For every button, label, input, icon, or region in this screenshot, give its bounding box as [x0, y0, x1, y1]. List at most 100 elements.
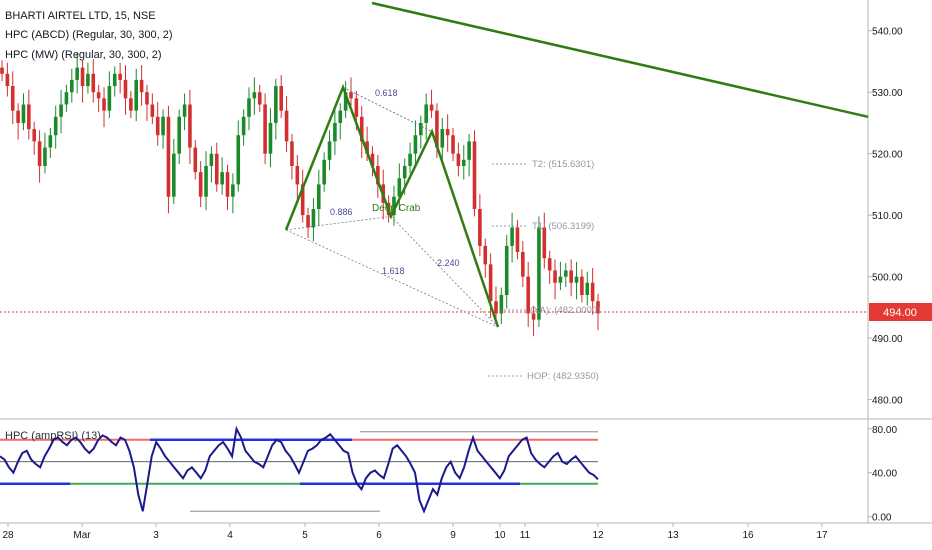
candle-body [134, 79, 139, 111]
chart-title: BHARTI AIRTEL LTD, 15, NSE [5, 10, 156, 22]
candle-body [59, 104, 63, 117]
indicator-mw-label: HPC (MW) (Regular, 30, 300, 2) [5, 49, 162, 61]
candle-body [21, 104, 26, 123]
candle-body [188, 104, 192, 148]
trend-line [371, 1, 869, 119]
candle-body [558, 276, 563, 283]
rsi-line [0, 425, 599, 514]
candle-body [43, 147, 47, 166]
candle-body [75, 67, 79, 80]
time-tick-label: 10 [494, 530, 506, 541]
target-level-label: HOP: (482.9350) [527, 371, 599, 382]
price-tick-label: 520.00 [872, 150, 903, 161]
pattern-ratio-line [285, 229, 499, 328]
candle-body [10, 86, 15, 111]
candle-body [225, 172, 230, 197]
candle-body [53, 116, 58, 136]
candle-body [300, 184, 305, 216]
candle-body [295, 165, 300, 185]
candle-body [247, 98, 251, 117]
candle-body [542, 227, 547, 259]
candle-body [268, 122, 273, 154]
time-tick-label: 9 [450, 530, 456, 541]
candle-body [467, 141, 471, 160]
candle-body [86, 73, 90, 87]
pattern-ratio-line [342, 86, 433, 132]
candle-body [429, 104, 434, 111]
candle-body [16, 110, 20, 123]
candle-body [306, 215, 310, 228]
candle-body [209, 153, 214, 166]
last-price-value: 494.00 [883, 307, 917, 319]
candle-body [316, 184, 321, 209]
candle-body [402, 165, 407, 179]
candle-body [241, 116, 246, 136]
candle-body [510, 227, 514, 246]
candle-body [526, 276, 530, 314]
candle-body [397, 178, 402, 197]
candle-body [145, 92, 149, 105]
candle-body [574, 276, 579, 283]
candle-body [150, 104, 155, 117]
time-tick-label: 4 [227, 530, 233, 541]
candle-body [456, 153, 461, 166]
candle-body [0, 67, 4, 74]
candle-body [413, 135, 418, 154]
time-tick-label: 13 [667, 530, 679, 541]
candle-body [155, 116, 160, 136]
candle-body [139, 79, 144, 93]
candle-body [32, 129, 37, 142]
candle-body [537, 227, 541, 320]
candle-body [531, 313, 536, 320]
indicator-abcd-label: HPC (ABCD) (Regular, 30, 300, 2) [5, 29, 173, 41]
candle-body [123, 79, 128, 99]
candle-body [553, 270, 557, 283]
candle-body [365, 141, 369, 154]
candle-body [499, 295, 504, 314]
candle-body [252, 92, 257, 99]
candle-body [590, 282, 595, 302]
time-tick-label: Mar [73, 530, 91, 541]
candle-body [193, 147, 198, 173]
candle-body [521, 252, 525, 277]
pattern-legs [284, 83, 500, 328]
candle-body [515, 227, 520, 253]
candle-body [80, 67, 85, 87]
candle-body [182, 104, 187, 117]
candle-body [349, 92, 353, 99]
candle-body [354, 98, 359, 117]
candle-body [263, 104, 267, 154]
candle-body [274, 86, 278, 123]
candle-body [70, 79, 74, 93]
candle-body [161, 116, 165, 136]
ratio-label: 1.618 [382, 266, 405, 276]
candle-body [220, 172, 224, 185]
candle-body [370, 153, 375, 166]
candle-body [327, 141, 332, 160]
candle-body [37, 141, 42, 166]
rsi-tick-label: 40.00 [872, 469, 897, 480]
candle-body [563, 270, 568, 277]
candle-body [96, 92, 101, 99]
candle-body [547, 258, 552, 271]
candle-body [5, 73, 10, 87]
candle-body [440, 129, 445, 148]
time-tick-label: 28 [2, 530, 14, 541]
ratio-label: 0.886 [330, 207, 353, 217]
candle-body [488, 264, 493, 302]
candle-body [451, 135, 455, 154]
candle-body [504, 245, 509, 296]
candle-body [231, 184, 235, 197]
time-tick-label: 16 [742, 530, 754, 541]
candle-body [408, 153, 412, 166]
pattern-name-label: Deep Crab [372, 203, 421, 214]
candle-body [424, 104, 428, 123]
ratio-label: 2.240 [437, 258, 460, 268]
candle-body [257, 92, 262, 105]
candle-body [236, 135, 241, 185]
candle-body [118, 73, 122, 80]
price-tick-label: 540.00 [872, 27, 903, 38]
candle-body [461, 159, 466, 166]
